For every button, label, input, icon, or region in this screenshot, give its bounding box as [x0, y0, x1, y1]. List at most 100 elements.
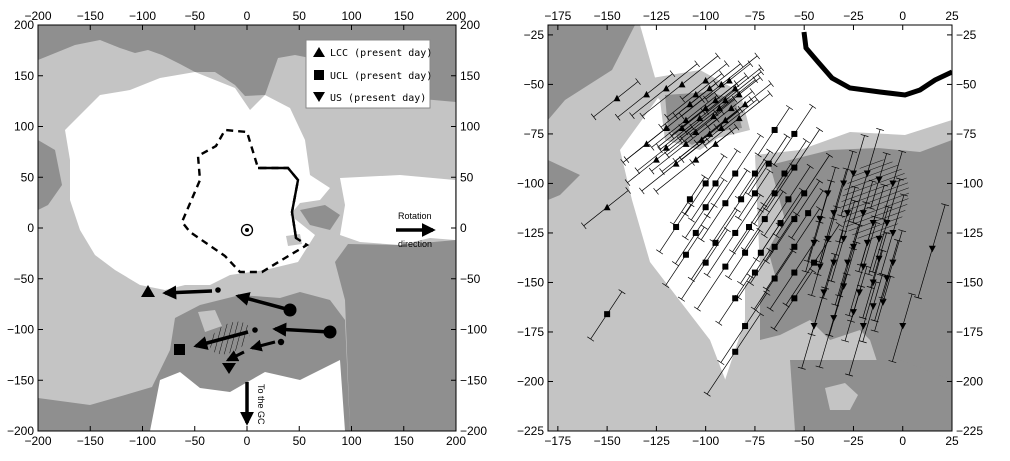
- point-lcc: [662, 124, 670, 131]
- error-bar-cap: [807, 293, 816, 297]
- point-lcc: [603, 203, 611, 211]
- error-bar: [819, 273, 847, 368]
- point-ucl: [673, 224, 680, 231]
- error-bar-cap: [837, 214, 846, 218]
- point-us: [863, 239, 871, 247]
- lcc-marker: [141, 285, 155, 297]
- error-bar-cap: [703, 95, 709, 103]
- point-us: [875, 235, 883, 243]
- point-ucl: [686, 196, 693, 203]
- error-bar-cap: [941, 203, 950, 207]
- point-ucl: [682, 251, 689, 258]
- error-bar-cap: [835, 294, 844, 298]
- error-bar-cap: [754, 52, 760, 60]
- error-bar-cap: [715, 320, 723, 326]
- legend-label: UCL (present day): [330, 71, 432, 82]
- error-bar: [848, 281, 877, 376]
- point-lcc: [717, 80, 725, 88]
- point-ucl: [761, 216, 768, 223]
- error-bar-cap: [821, 286, 830, 290]
- error-bar-cap: [845, 373, 853, 377]
- error-bar-cap: [624, 179, 631, 186]
- x-tick-label-bottom: 100: [341, 434, 361, 448]
- error-bar-cap: [756, 132, 764, 138]
- point-lcc: [721, 116, 729, 124]
- y-tick-label-left: −75: [524, 127, 545, 141]
- error-bar-cap: [835, 240, 844, 244]
- y-tick-label-left: −225: [517, 424, 544, 438]
- legend-ucl-icon: [314, 70, 324, 80]
- error-bar-cap: [756, 227, 764, 233]
- point-us: [810, 323, 818, 330]
- point-us: [820, 289, 828, 296]
- point-ucl: [751, 170, 758, 177]
- error-bar-cap: [803, 259, 812, 263]
- x-tick-label-top: −125: [643, 9, 670, 23]
- error-bar-cap: [747, 60, 754, 68]
- x-tick-label-bottom: −125: [643, 434, 670, 448]
- point-us: [849, 243, 857, 251]
- point-us: [859, 263, 867, 271]
- point-us: [863, 170, 871, 178]
- error-bar-cap: [734, 215, 742, 221]
- error-bar-cap: [590, 113, 597, 121]
- point-lcc: [721, 96, 729, 104]
- x-tick-label-bottom: 150: [394, 434, 414, 448]
- x-tick-label-bottom: 0: [244, 434, 251, 448]
- svg-text:To the GC: To the GC: [256, 384, 266, 425]
- error-bar-cap: [713, 80, 719, 87]
- error-bar-cap: [620, 159, 626, 166]
- point-us: [869, 303, 877, 310]
- point-lcc: [712, 96, 720, 104]
- error-bar-cap: [757, 74, 763, 81]
- error-bar-cap: [841, 339, 850, 343]
- point-ucl: [791, 243, 798, 250]
- x-tick-label-top: −75: [745, 9, 766, 23]
- point-lcc: [735, 90, 743, 98]
- error-bar-cap: [819, 296, 828, 300]
- point-lcc: [652, 156, 660, 163]
- error-bar-cap: [766, 148, 774, 154]
- x-tick-label-top: −200: [24, 9, 51, 23]
- point-us: [859, 210, 867, 217]
- error-bar-cap: [658, 123, 664, 131]
- x-tick-label-top: −50: [794, 9, 815, 23]
- y-tick-label-left: 150: [14, 69, 34, 83]
- x-tick-label-top: 150: [394, 9, 414, 23]
- point-lcc: [735, 114, 743, 122]
- point-ucl: [732, 295, 739, 302]
- error-bar-cap: [693, 306, 701, 312]
- x-tick-label-bottom: 25: [945, 434, 959, 448]
- error-bar-cap: [789, 248, 797, 254]
- error-bar-cap: [703, 272, 711, 278]
- error-bar-cap: [772, 233, 780, 239]
- error-bar-cap: [629, 112, 635, 119]
- x-tick-label-top: 200: [446, 9, 466, 23]
- point-us: [830, 259, 838, 267]
- point-us: [883, 220, 891, 227]
- point-lcc: [692, 90, 700, 98]
- error-bar-cap: [839, 229, 848, 233]
- x-tick-label-top: −175: [544, 9, 571, 23]
- error-bar-cap: [719, 70, 725, 78]
- y-tick-label-left: −200: [517, 374, 544, 388]
- y-tick-label-right: −25: [956, 28, 977, 42]
- point-ucl: [811, 259, 818, 266]
- error-bar-cap: [760, 202, 768, 208]
- point-ucl: [805, 210, 812, 217]
- error-bar-cap: [687, 217, 695, 223]
- point-us: [816, 216, 824, 223]
- error-bar-cap: [882, 152, 891, 156]
- x-tick-label-top: 0: [244, 9, 251, 23]
- x-tick-label-bottom: −50: [185, 434, 206, 448]
- y-tick-label-right: −150: [460, 373, 487, 387]
- point-lcc: [682, 140, 690, 147]
- point-lcc: [678, 80, 686, 88]
- y-tick-label-left: −150: [517, 275, 544, 289]
- error-bar-cap: [744, 191, 752, 197]
- point-lcc: [682, 116, 690, 124]
- point-us: [840, 180, 848, 187]
- point-lcc: [696, 114, 704, 122]
- error-bar-cap: [679, 95, 686, 103]
- svg-text:Rotation: Rotation: [398, 211, 432, 221]
